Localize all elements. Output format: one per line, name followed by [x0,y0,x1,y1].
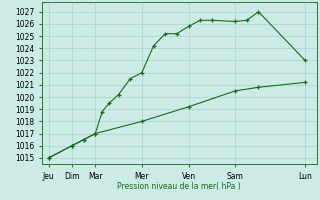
X-axis label: Pression niveau de la mer( hPa ): Pression niveau de la mer( hPa ) [117,182,241,191]
